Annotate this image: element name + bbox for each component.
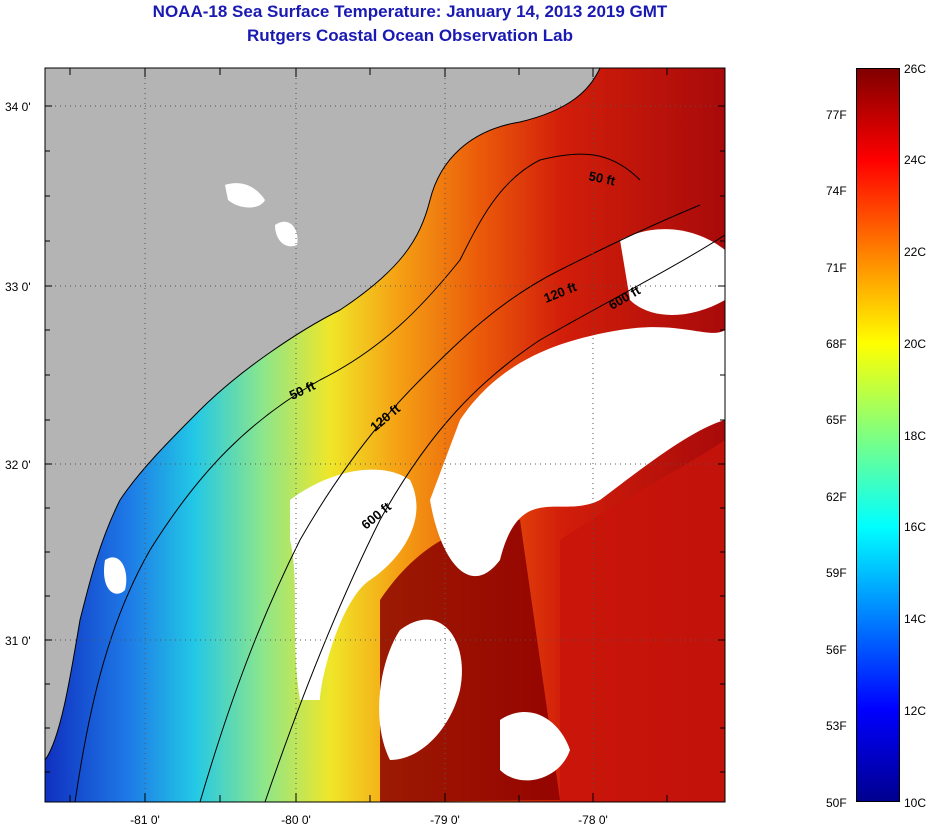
cloud-mask	[104, 557, 127, 594]
cloud-mask	[430, 327, 725, 577]
lon-label: -81 0'	[130, 813, 160, 827]
lat-label: 31 0'	[5, 634, 31, 648]
colorbar-f-label: 53F	[826, 719, 847, 733]
colorbar-f-label: 65F	[826, 413, 847, 427]
map-subtitle: Rutgers Coastal Ocean Observation Lab	[247, 26, 573, 45]
lon-label: -78 0'	[578, 813, 608, 827]
map-title: NOAA-18 Sea Surface Temperature: January…	[152, 2, 668, 21]
warm-water-region	[560, 440, 725, 802]
colorbar-f-label: 59F	[826, 566, 847, 580]
graticule	[45, 68, 725, 802]
colorbar-f-label: 74F	[826, 184, 847, 198]
lon-label: -80 0'	[281, 813, 311, 827]
colorbar-c-label: 24C	[904, 153, 927, 167]
colorbar-c-label: 14C	[904, 612, 927, 626]
lon-label: -79 0'	[430, 813, 460, 827]
colorbar-c-label: 10C	[904, 796, 927, 810]
cloud-mask	[500, 711, 570, 781]
colorbar	[856, 68, 900, 802]
isobath-50ft	[74, 153, 641, 802]
lat-label: 32 0'	[5, 458, 31, 472]
cloud-mask	[275, 221, 298, 247]
cloud-mask	[379, 619, 462, 760]
isobath-600ft	[264, 234, 725, 802]
cloud-mask	[290, 469, 417, 700]
lat-label: 33 0'	[5, 280, 31, 294]
colorbar-c-label: 12C	[904, 704, 927, 718]
cloud-mask	[225, 183, 265, 208]
colorbar-c-label: 18C	[904, 429, 927, 443]
coastline	[45, 68, 601, 761]
colorbar-c-label: 26C	[904, 62, 927, 76]
cloud-mask	[620, 229, 725, 315]
colorbar-f-label: 50F	[826, 796, 847, 810]
isobath-label: 50 ft	[587, 168, 617, 188]
colorbar-c-label: 22C	[904, 245, 927, 259]
colorbar-f-label: 56F	[826, 643, 847, 657]
isobath-120ft	[199, 204, 701, 802]
colorbar-f-label: 77F	[826, 108, 847, 122]
frame-ticks	[45, 68, 725, 802]
map-frame	[44, 67, 726, 803]
colorbar-f-label: 71F	[826, 261, 847, 275]
colorbar-f-label: 62F	[826, 490, 847, 504]
lat-label: 34 0'	[5, 100, 31, 114]
land-mass	[45, 68, 600, 760]
colorbar-f-label: 68F	[826, 337, 847, 351]
colorbar-c-label: 16C	[904, 520, 927, 534]
colorbar-c-label: 20C	[904, 337, 927, 351]
